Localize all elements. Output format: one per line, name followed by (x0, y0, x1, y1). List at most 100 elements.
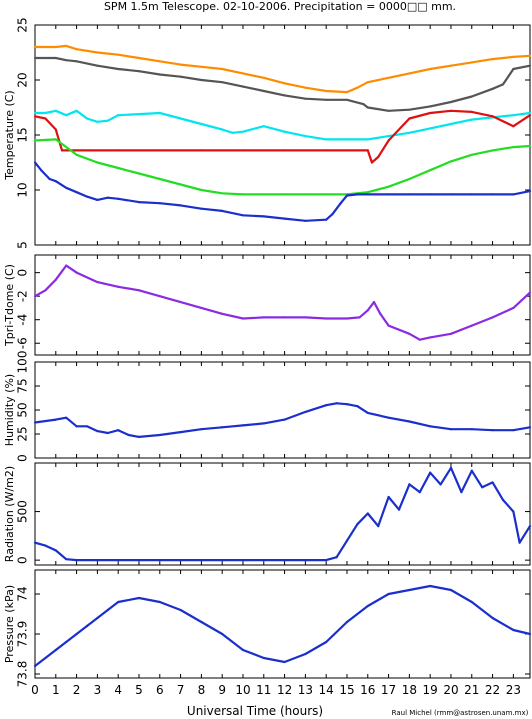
data-point (283, 130, 286, 133)
y-axis-label: Tpri-Tdome (C) (3, 264, 16, 347)
data-point (429, 127, 432, 130)
data-point (470, 95, 473, 98)
data-point (241, 130, 245, 133)
data-point (283, 217, 286, 220)
data-point (231, 131, 234, 134)
data-point (512, 125, 515, 128)
data-point (491, 193, 494, 196)
data-point (33, 421, 37, 424)
data-point (491, 115, 494, 118)
data-point (366, 191, 369, 194)
data-point (283, 149, 286, 152)
data-point (283, 660, 286, 664)
data-point (512, 146, 515, 149)
data-point (449, 193, 453, 196)
data-point (418, 338, 421, 341)
data-point (106, 608, 109, 612)
data-point (221, 81, 224, 84)
y-tick-label: -2 (16, 290, 30, 302)
data-point (241, 317, 245, 320)
data-point (470, 153, 473, 156)
data-point (470, 118, 473, 121)
x-tick-label: 12 (277, 683, 292, 697)
y-tick-label: 15 (16, 127, 30, 142)
data-point (325, 193, 328, 196)
data-point (356, 523, 359, 526)
data-point (325, 640, 328, 644)
x-tick-label: 20 (443, 683, 458, 697)
data-point (518, 541, 521, 544)
data-point (366, 193, 369, 196)
y-tick-label: 10 (16, 182, 30, 197)
data-point (439, 483, 442, 486)
data-point (387, 592, 390, 596)
data-point (345, 403, 349, 406)
data-point (158, 60, 161, 63)
data-point (429, 169, 432, 172)
panel-frame (34, 24, 531, 246)
data-point (304, 86, 307, 89)
data-point (117, 67, 120, 71)
data-point (387, 135, 390, 138)
data-point (96, 430, 99, 433)
data-point (75, 60, 78, 63)
data-point (85, 195, 89, 198)
data-point (449, 160, 453, 163)
data-point (158, 177, 161, 181)
data-point (304, 410, 307, 414)
data-point (54, 648, 57, 652)
data-point (75, 559, 78, 562)
data-point (528, 632, 532, 636)
data-point (512, 628, 515, 632)
data-point (221, 312, 224, 315)
x-tick-label: 15 (339, 683, 354, 697)
data-point (470, 324, 473, 327)
data-point (491, 149, 494, 152)
data-point (54, 418, 57, 421)
data-point (470, 600, 473, 604)
data-point (221, 67, 224, 71)
data-point (179, 117, 182, 120)
data-point (491, 481, 494, 484)
data-point (241, 214, 245, 217)
series-line-3 (34, 109, 531, 164)
data-point (366, 81, 369, 84)
x-tick-label: 21 (464, 683, 479, 697)
data-point (387, 109, 390, 112)
data-point (449, 109, 453, 112)
data-point (85, 117, 89, 120)
data-point (512, 193, 515, 196)
data-point (44, 117, 47, 120)
data-point (335, 402, 338, 405)
data-point (65, 114, 68, 117)
data-point (106, 119, 109, 122)
data-point (304, 652, 307, 656)
x-tick-label: 9 (218, 683, 226, 697)
data-point (397, 508, 401, 511)
data-point (75, 632, 78, 636)
x-tick-label: 10 (235, 683, 250, 697)
data-point (221, 426, 224, 429)
x-tick-label: 13 (298, 683, 313, 697)
y-axis-label: Pressure (kPa) (3, 585, 16, 663)
data-point (528, 64, 532, 67)
data-point (366, 106, 369, 109)
data-point (33, 139, 37, 142)
data-point (54, 549, 57, 552)
data-point (75, 425, 78, 428)
data-point (408, 483, 411, 486)
y-tick-label: 73.9 (16, 621, 30, 648)
data-point (387, 416, 390, 419)
data-point (429, 584, 432, 588)
data-point (345, 91, 349, 94)
data-point (200, 188, 203, 192)
data-point (345, 317, 349, 320)
x-tick-label: 8 (198, 683, 206, 697)
data-point (345, 98, 349, 101)
data-point (200, 122, 203, 126)
data-point (379, 312, 382, 315)
data-point (200, 428, 203, 431)
y-axis-label: Radiation (W/m2) (3, 466, 16, 562)
data-point (408, 193, 411, 196)
